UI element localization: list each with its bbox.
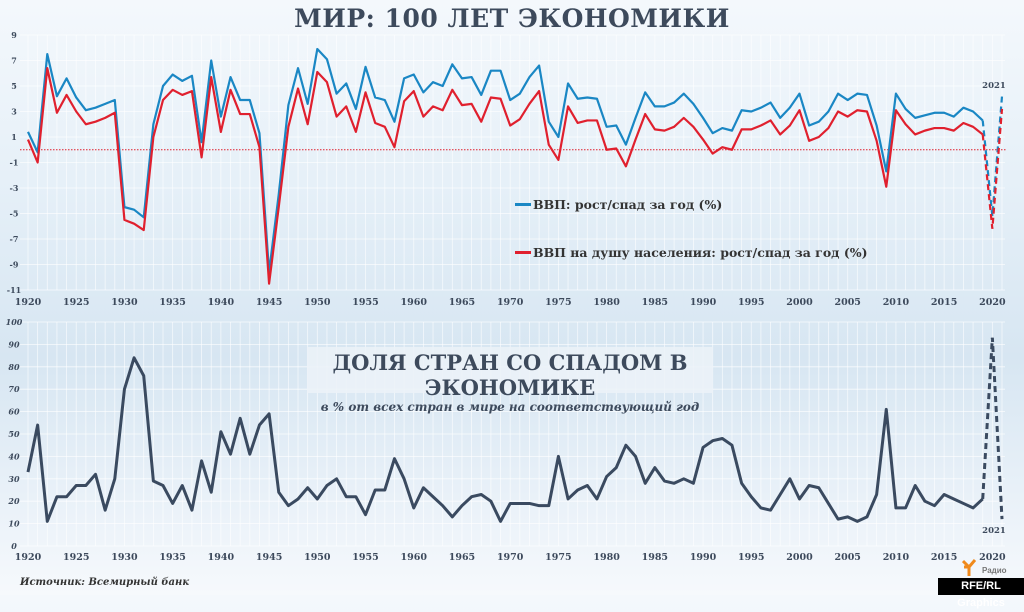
recession-chart-x-tick-label: 2015: [931, 552, 957, 563]
recession-chart-x-tick-label: 1995: [738, 552, 764, 563]
gdp-chart-x-tick-label: 1920: [15, 297, 42, 308]
recession-chart-x-tick-label: 1980: [593, 552, 620, 563]
gdp-chart-x-tick-label: 2000: [786, 297, 813, 308]
legend-label-gdp-per-capita: ВВП на душу населения: рост/спад за год …: [533, 245, 868, 260]
gdp-chart-y-tick-label: -5: [10, 209, 19, 219]
gdp-chart-x-tick-label: 1950: [304, 297, 331, 308]
recession-chart-y-tick-label: 90: [8, 339, 20, 349]
recession-chart-y-tick-label: 0: [11, 541, 17, 551]
recession-chart-x-tick-label: 2010: [883, 552, 910, 563]
recession-chart-title-box: ДОЛЯ СТРАН СО СПАДОМ В ЭКОНОМИКЕ в % от …: [307, 347, 713, 393]
gdp-chart-x-tick-label: 1945: [256, 297, 282, 308]
gdp-chart-y-tick-label: -9: [10, 260, 19, 270]
gdp-chart-y-tick-label: -3: [10, 183, 19, 193]
recession-chart-y-tick-label: 30: [8, 474, 20, 484]
legend-item-gdp-per-capita: ВВП на душу населения: рост/спад за год …: [515, 245, 868, 260]
recession-chart-x-tick-label: 1930: [111, 552, 138, 563]
gdp-chart-x-tick-label: 1970: [497, 297, 524, 308]
recession-chart-x-tick-label: 1970: [497, 552, 524, 563]
recession-chart-x-tick-label: 1945: [256, 552, 282, 563]
recession-chart-x-tick-label: 1975: [545, 552, 571, 563]
source-note: Источник: Всемирный банк: [20, 577, 189, 588]
gdp-chart-x-tick-label: 1925: [63, 297, 89, 308]
recession-chart-x-tick-label: 1990: [690, 552, 717, 563]
gdp-chart-x-tick-label: 2005: [834, 297, 860, 308]
radio-logo-icon: [962, 558, 976, 576]
recession-chart-x-tick-label: 1940: [208, 552, 235, 563]
gdp-chart-x-tick-label: 1940: [208, 297, 235, 308]
recession-chart-x-tick-label: 1920: [15, 552, 42, 563]
brand-label: RFE/RL Graphics: [938, 578, 1024, 595]
recession-chart-x-tick-label: 1960: [401, 552, 428, 563]
gdp-chart-y-tick-label: -11: [7, 285, 21, 295]
recession-chart-y-tick-label: 70: [8, 384, 20, 394]
gdp-chart-y-tick-label: 5: [11, 81, 17, 91]
recession-chart-x-tick-label: 1955: [352, 552, 378, 563]
gdp-chart-y-tick-label: -7: [10, 234, 19, 244]
recession-chart-y-tick-label: 10: [8, 519, 20, 529]
recession-chart-y-tick-label: 100: [6, 317, 23, 327]
gdp-chart-x-tick-label: 2020: [979, 297, 1006, 308]
recession-chart-subtitle: в % от всех стран в мире на соответствую…: [307, 400, 713, 414]
gdp-chart-x-tick-label: 1985: [642, 297, 668, 308]
legend-swatch-gdp: [515, 203, 531, 206]
gdp-chart-x-tick-label: 2010: [883, 297, 910, 308]
recession-chart-x-tick-label: 1950: [304, 552, 331, 563]
recession-chart-x-tick-label: 2005: [834, 552, 860, 563]
gdp-chart-y-tick-label: 7: [11, 56, 17, 66]
recession-chart-title: ДОЛЯ СТРАН СО СПАДОМ В ЭКОНОМИКЕ: [307, 350, 713, 400]
recession-chart-y-tick-label: 20: [7, 496, 20, 506]
gdp-chart-x-tick-label: 1980: [593, 297, 620, 308]
radio-label: Радио: [982, 566, 1007, 575]
gdp-chart-x-tick-label: 1955: [352, 297, 378, 308]
gdp-chart-y-tick-label: 1: [11, 132, 17, 142]
gdp-chart-x-tick-label: 1960: [401, 297, 428, 308]
recession-chart-y-tick-label: 60: [8, 407, 20, 417]
recession-chart-x-tick-label: 2020: [979, 552, 1006, 563]
recession-chart-y-tick-label: 40: [8, 451, 20, 461]
gdp-chart-x-tick-label: 2015: [931, 297, 957, 308]
gdp-chart-x-tick-label: 1935: [159, 297, 185, 308]
gdp-chart-y-tick-label: -1: [10, 158, 19, 168]
page-title: МИР: 100 ЛЕТ ЭКОНОМИКИ: [0, 4, 1024, 33]
legend-label-gdp: ВВП: рост/спад за год (%): [533, 197, 722, 212]
recession-chart-x-tick-label: 1985: [642, 552, 668, 563]
gdp-chart-x-tick-label: 1930: [111, 297, 138, 308]
recession-chart-x-tick-label: 2000: [786, 552, 813, 563]
recession-chart-x-tick-label: 1965: [449, 552, 475, 563]
legend-swatch-gdp-per-capita: [515, 251, 531, 254]
legend-item-gdp: ВВП: рост/спад за год (%): [515, 197, 722, 212]
gdp-chart-y-tick-label: 3: [11, 107, 17, 117]
recession-chart-x-tick-label: 1935: [159, 552, 185, 563]
gdp-chart-x-tick-label: 1965: [449, 297, 475, 308]
gdp-chart-annotation-2021: 2021: [982, 81, 1006, 91]
gdp-chart-x-tick-label: 1990: [690, 297, 717, 308]
recession-chart-y-tick-label: 50: [8, 429, 20, 439]
recession-chart-annotation-2021: 2021: [982, 526, 1006, 536]
recession-chart-x-tick-label: 1925: [63, 552, 89, 563]
gdp-chart-x-tick-label: 1995: [738, 297, 764, 308]
recession-chart-y-tick-label: 80: [8, 362, 20, 372]
gdp-chart-x-tick-label: 1975: [545, 297, 571, 308]
